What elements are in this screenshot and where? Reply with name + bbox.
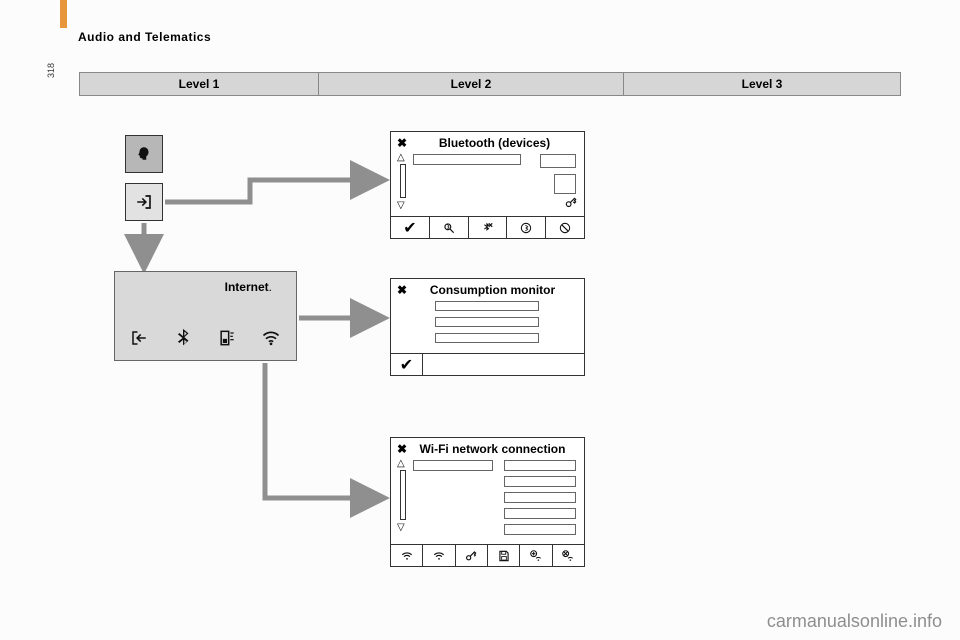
wifi-add-icon[interactable] bbox=[520, 545, 552, 566]
close-icon[interactable]: ✖ bbox=[397, 442, 407, 456]
internet-label: Internet. bbox=[225, 280, 272, 294]
internet-panel: Internet. bbox=[114, 271, 297, 361]
wifi-key-icon[interactable] bbox=[456, 545, 488, 566]
scrollbar[interactable] bbox=[400, 470, 406, 520]
close-icon[interactable]: ✖ bbox=[397, 136, 407, 150]
scroll-down-icon[interactable]: ▽ bbox=[397, 522, 405, 533]
level-3-header: Level 3 bbox=[624, 72, 901, 96]
close-icon[interactable]: ✖ bbox=[397, 283, 407, 297]
device-status-box bbox=[554, 174, 576, 194]
wifi-title: Wi-Fi network connection bbox=[391, 438, 584, 456]
level-header: Level 1 Level 2 Level 3 bbox=[79, 72, 901, 96]
network-detail-fields bbox=[504, 460, 576, 540]
field bbox=[504, 508, 576, 519]
confirm-icon[interactable]: ✔ bbox=[391, 217, 430, 238]
watermark: carmanualsonline.info bbox=[767, 611, 942, 632]
bluetooth-title: Bluetooth (devices) bbox=[391, 132, 584, 150]
wifi-actions bbox=[391, 544, 584, 566]
consumption-dialog: ✖ Consumption monitor ✔ bbox=[390, 278, 585, 376]
wifi-dialog: ✖ Wi-Fi network connection △ ▽ bbox=[390, 437, 585, 567]
accent-bar bbox=[60, 0, 67, 28]
field bbox=[435, 301, 539, 311]
key-icon bbox=[564, 196, 578, 213]
bluetooth-dialog: ✖ Bluetooth (devices) △ ▽ ✔ bbox=[390, 131, 585, 239]
consumption-actions: ✔ bbox=[391, 353, 584, 375]
wifi-icon bbox=[259, 326, 283, 350]
confirm-icon[interactable]: ✔ bbox=[391, 354, 423, 375]
field bbox=[504, 476, 576, 487]
field bbox=[504, 524, 576, 535]
consumption-fields bbox=[435, 301, 539, 349]
bt-search-icon[interactable] bbox=[430, 217, 469, 238]
bt-connect-icon[interactable] bbox=[507, 217, 546, 238]
profile-head-icon bbox=[125, 135, 163, 173]
bluetooth-actions: ✔ bbox=[391, 216, 584, 238]
scroll-up-icon[interactable]: △ bbox=[397, 458, 405, 469]
scroll-down-icon[interactable]: ▽ bbox=[397, 200, 405, 211]
import-icon bbox=[135, 193, 153, 211]
page-number: 318 bbox=[46, 63, 56, 78]
network-name-field bbox=[413, 460, 493, 471]
consumption-title: Consumption monitor bbox=[391, 279, 584, 297]
bluetooth-icon bbox=[171, 326, 195, 350]
wifi-scan-icon[interactable] bbox=[391, 545, 423, 566]
empty-cell bbox=[423, 354, 584, 375]
device-field bbox=[413, 154, 521, 165]
device-type-box bbox=[540, 154, 576, 168]
scrollbar[interactable] bbox=[400, 164, 406, 198]
exit-icon bbox=[127, 326, 151, 350]
import-icon-box bbox=[125, 183, 163, 221]
bt-disconnect-icon[interactable] bbox=[469, 217, 508, 238]
wifi-save-icon[interactable] bbox=[488, 545, 520, 566]
bt-delete-icon[interactable] bbox=[546, 217, 584, 238]
field bbox=[504, 460, 576, 471]
section-title: Audio and Telematics bbox=[78, 30, 211, 44]
field bbox=[435, 333, 539, 343]
field bbox=[435, 317, 539, 327]
field bbox=[504, 492, 576, 503]
wifi-remove-icon[interactable] bbox=[553, 545, 584, 566]
level-2-header: Level 2 bbox=[319, 72, 624, 96]
data-usage-icon bbox=[215, 326, 239, 350]
level-1-header: Level 1 bbox=[79, 72, 319, 96]
head-silhouette-icon bbox=[135, 145, 153, 163]
wifi-secure-icon[interactable] bbox=[423, 545, 455, 566]
scroll-up-icon[interactable]: △ bbox=[397, 152, 405, 163]
